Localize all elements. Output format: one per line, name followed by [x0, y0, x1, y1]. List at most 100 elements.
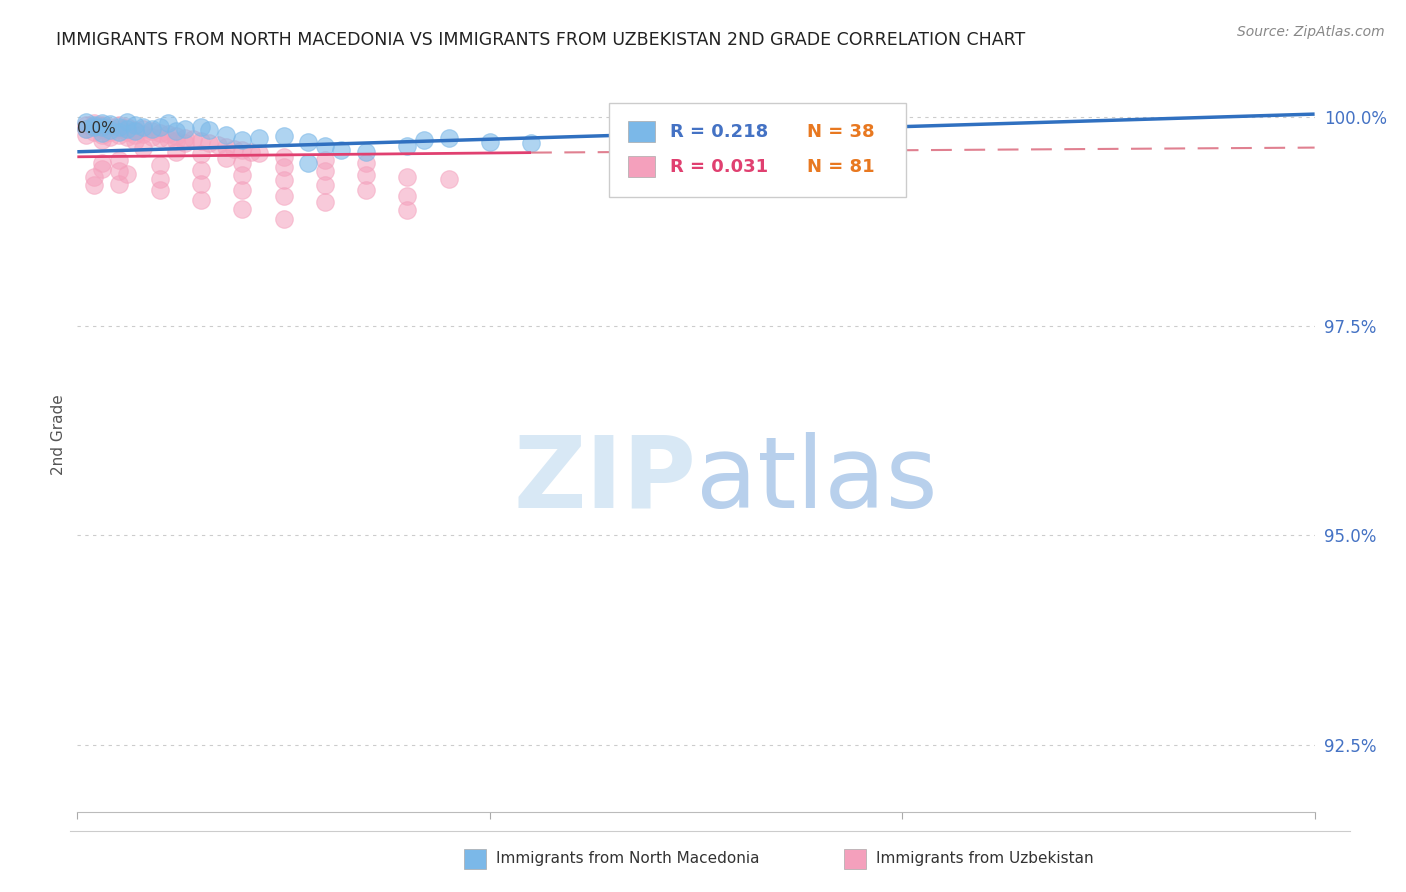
Point: [478, 135, 501, 149]
Point: [149, 171, 172, 186]
Point: [273, 211, 295, 226]
Point: [98, 117, 121, 131]
Point: [190, 120, 212, 135]
Point: [520, 136, 543, 151]
Point: [314, 164, 336, 178]
Point: [330, 143, 353, 157]
Point: [91, 116, 114, 130]
Text: atlas: atlas: [696, 432, 938, 529]
Text: Immigrants from North Macedonia: Immigrants from North Macedonia: [496, 852, 759, 866]
Point: [115, 125, 138, 139]
Point: [190, 163, 212, 178]
Bar: [628, 156, 655, 178]
Text: N = 38: N = 38: [807, 123, 875, 141]
Point: [91, 126, 114, 140]
Point: [98, 129, 121, 144]
Point: [98, 120, 121, 134]
Point: [75, 122, 97, 136]
Point: [149, 120, 172, 134]
Point: [198, 123, 221, 137]
Text: R = 0.031: R = 0.031: [671, 158, 768, 176]
Point: [314, 194, 336, 209]
Point: [157, 132, 180, 146]
Point: [165, 134, 187, 148]
Point: [215, 128, 238, 142]
Point: [157, 127, 180, 141]
Point: [75, 128, 97, 142]
Point: [165, 145, 187, 159]
Point: [141, 122, 163, 136]
Point: [124, 128, 146, 142]
Point: [107, 128, 129, 142]
Point: [239, 145, 262, 159]
Point: [273, 128, 295, 143]
Point: [247, 130, 270, 145]
Point: [354, 155, 377, 169]
Point: [273, 150, 295, 164]
Point: [314, 139, 336, 153]
Point: [83, 120, 105, 135]
Point: [190, 194, 212, 208]
Point: [231, 143, 253, 157]
Point: [115, 120, 138, 135]
Point: [75, 122, 97, 136]
Point: [207, 138, 229, 153]
Point: [141, 124, 163, 138]
Point: [437, 130, 460, 145]
Point: [222, 142, 245, 156]
Point: [107, 125, 129, 139]
Point: [297, 135, 319, 149]
Point: [231, 133, 253, 147]
Point: [91, 155, 114, 169]
Point: [354, 145, 377, 159]
Point: [124, 118, 146, 132]
Point: [231, 155, 253, 169]
Point: [83, 118, 105, 132]
Point: [231, 168, 253, 182]
Point: [165, 128, 187, 143]
Point: [107, 177, 129, 191]
Point: [165, 124, 187, 138]
Point: [115, 167, 138, 181]
Point: [132, 120, 155, 135]
Point: [149, 126, 172, 140]
Point: [141, 129, 163, 144]
Point: [124, 134, 146, 148]
Point: [215, 140, 238, 154]
Point: [396, 139, 419, 153]
Point: [132, 127, 155, 141]
Point: [149, 158, 172, 172]
Text: ZIP: ZIP: [513, 432, 696, 529]
Point: [314, 153, 336, 168]
Point: [157, 116, 180, 130]
Text: R = 0.218: R = 0.218: [671, 123, 768, 141]
Point: [173, 130, 195, 145]
Point: [215, 152, 238, 166]
Point: [273, 173, 295, 187]
Point: [83, 116, 105, 130]
Bar: [628, 121, 655, 143]
Y-axis label: 2nd Grade: 2nd Grade: [51, 394, 66, 475]
Point: [107, 120, 129, 134]
Point: [396, 169, 419, 184]
Point: [190, 147, 212, 161]
Point: [83, 125, 105, 139]
Point: [91, 122, 114, 136]
Point: [396, 189, 419, 203]
Point: [91, 118, 114, 132]
Point: [115, 129, 138, 144]
Point: [273, 160, 295, 174]
Point: [396, 203, 419, 218]
Point: [132, 122, 155, 136]
Point: [107, 122, 129, 136]
Point: [91, 161, 114, 176]
Point: [849, 112, 872, 126]
FancyBboxPatch shape: [609, 103, 907, 197]
Point: [173, 136, 195, 151]
Point: [297, 155, 319, 169]
Point: [149, 131, 172, 145]
Point: [91, 128, 114, 142]
Point: [273, 189, 295, 203]
Point: [173, 122, 195, 136]
Point: [83, 120, 105, 134]
